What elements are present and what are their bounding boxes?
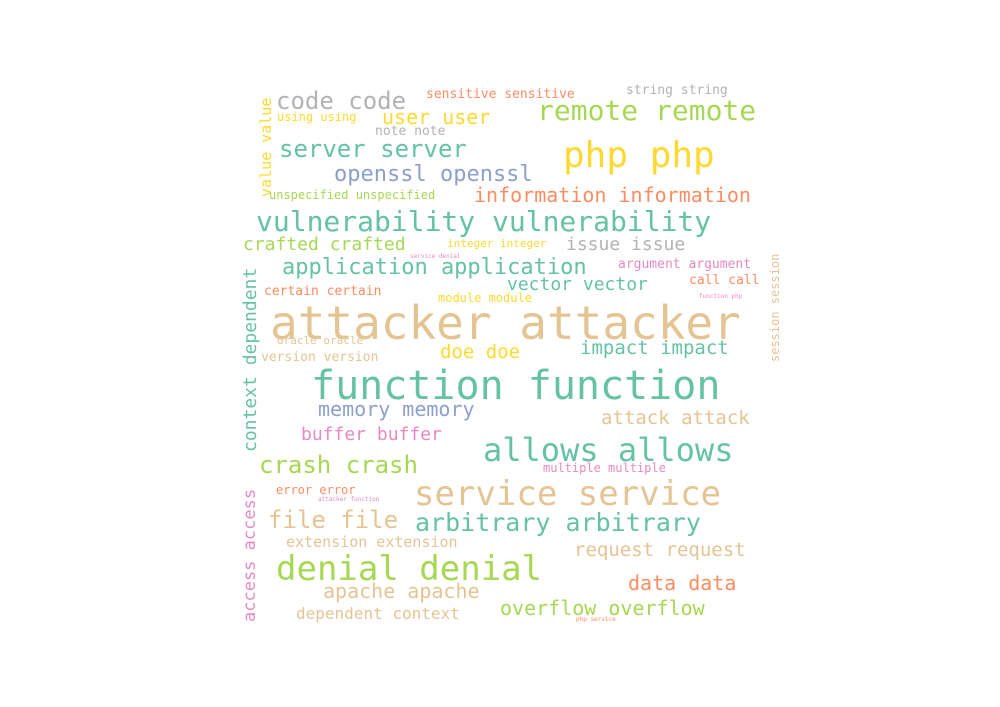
word-cloud-word: note note: [375, 124, 446, 139]
word-cloud-word: version version: [261, 350, 379, 365]
word-cloud-word: argument argument: [618, 257, 752, 272]
word-cloud-word: server server: [279, 135, 467, 163]
word-cloud-word: attacker attacker: [270, 296, 741, 350]
word-cloud-word: attacker function: [318, 496, 380, 503]
word-cloud-word: allows allows: [483, 431, 734, 469]
word-cloud-word: information information: [474, 183, 751, 207]
word-cloud-word: dependent context: [296, 604, 460, 623]
word-cloud-word: vulnerability vulnerability: [256, 205, 712, 238]
word-cloud-word: denial denial: [276, 549, 543, 589]
word-cloud-word: code code: [276, 87, 407, 115]
word-cloud-word: multiple multiple: [543, 461, 666, 475]
word-cloud-word: value value: [257, 97, 275, 197]
word-cloud-word: attack attack: [601, 407, 750, 429]
word-cloud-word: module module: [438, 291, 532, 305]
word-cloud-word: sensitive sensitive: [426, 87, 575, 102]
word-cloud-word: extension extension: [286, 533, 458, 551]
word-cloud-word: unspecified unspecified: [269, 188, 436, 202]
word-cloud-word: request request: [574, 539, 746, 561]
word-cloud-word: overflow overflow: [500, 596, 705, 620]
word-cloud-word: php php: [563, 135, 715, 176]
word-cloud-word: memory memory: [318, 397, 475, 421]
word-cloud-word: file file: [268, 506, 399, 534]
word-cloud-word: access access: [240, 488, 260, 622]
word-cloud-word: application application: [282, 255, 587, 280]
word-cloud-word: using using: [277, 110, 357, 124]
word-cloud-word: impact impact: [580, 337, 729, 359]
word-cloud-word: service denial: [410, 253, 461, 260]
word-cloud-word: call call: [689, 273, 760, 288]
word-cloud-word: crash crash: [259, 451, 418, 479]
word-cloud-word: user user: [382, 105, 491, 129]
word-cloud-word: error error: [276, 483, 356, 497]
word-cloud-word: doe doe: [440, 341, 521, 363]
word-cloud-word: string string: [626, 83, 728, 98]
word-cloud-word: vector vector: [507, 274, 648, 295]
word-cloud-word: session session: [768, 253, 782, 362]
word-cloud-word: openssl openssl: [334, 162, 533, 187]
word-cloud-word: buffer buffer: [301, 424, 442, 445]
word-cloud-word: oracle oracle: [277, 334, 364, 347]
word-cloud-word: function php: [699, 293, 743, 300]
word-cloud-word: data data: [628, 571, 737, 595]
word-cloud-word: php service: [576, 616, 616, 623]
word-cloud-word: apache apache: [323, 579, 480, 603]
word-cloud-word: remote remote: [537, 94, 757, 127]
word-cloud-word: context dependent: [240, 267, 261, 452]
word-cloud-word: integer integer: [447, 237, 547, 250]
word-cloud-word: arbitrary arbitrary: [415, 508, 701, 537]
word-cloud-word: service service: [414, 474, 722, 514]
word-cloud-word: issue issue: [566, 234, 686, 255]
word-cloud-word: function function: [311, 363, 721, 409]
word-cloud-word: crafted crafted: [243, 234, 406, 255]
word-cloud-word: certain certain: [264, 284, 382, 299]
